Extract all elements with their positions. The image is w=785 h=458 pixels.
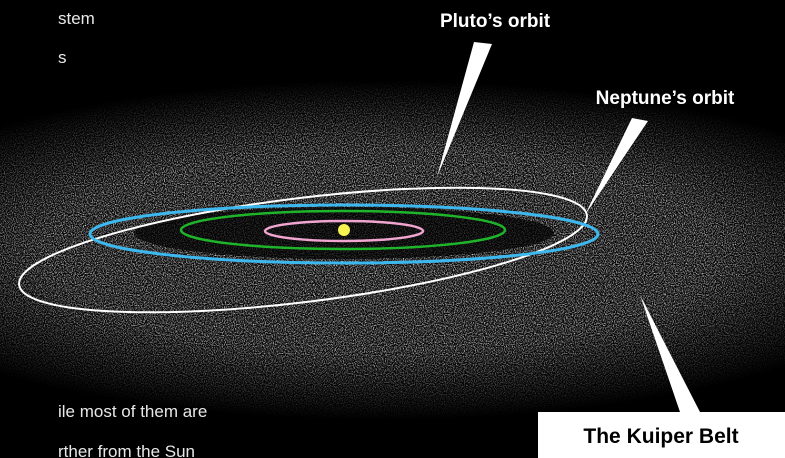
kuiper-label: The Kuiper Belt <box>583 425 738 448</box>
body-text: ile most of them are <box>58 402 207 421</box>
pluto-orbit <box>18 186 588 314</box>
kuiper-label-box <box>538 412 785 458</box>
pointer <box>585 118 648 215</box>
neptune-label: Neptune’s orbit <box>596 88 735 109</box>
neptune-orbit <box>88 203 600 265</box>
inner-orbit <box>263 219 425 243</box>
body-text: s <box>58 48 67 67</box>
sun <box>338 224 350 236</box>
body-text: stem <box>58 9 95 28</box>
pluto-label: Pluto’s orbit <box>440 11 551 32</box>
pointer <box>437 42 492 177</box>
body-text: rther from the Sun <box>58 442 195 458</box>
inner-orbit <box>179 209 507 251</box>
pointer <box>640 295 700 412</box>
